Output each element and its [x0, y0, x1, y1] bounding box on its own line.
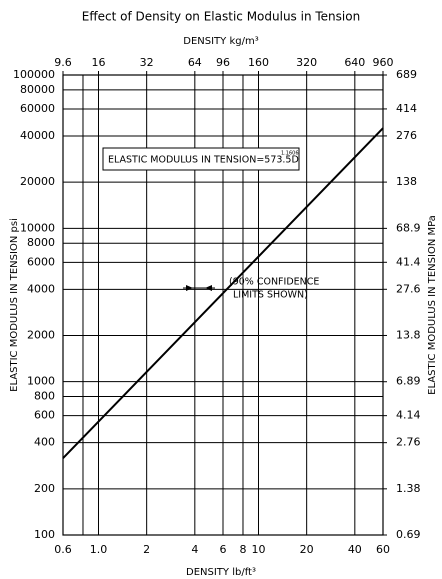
y2-tick-label: 414: [396, 102, 417, 115]
y2-tick-label: 68.9: [396, 221, 421, 234]
x2-tick-label: 16: [91, 56, 105, 69]
y2-tick-label: 276: [396, 129, 417, 142]
x2-tick-label: 9.6: [54, 56, 72, 69]
y2-tick-label: 27.6: [396, 282, 421, 295]
y-tick-label: 4000: [27, 282, 55, 295]
x-tick-label: 8: [239, 543, 246, 556]
y-tick-label: 600: [34, 409, 55, 422]
y-tick-label: 10000: [20, 221, 55, 234]
y2-tick-label: 138: [396, 175, 417, 188]
y-tick-label: 8000: [27, 236, 55, 249]
y-tick-label: 80000: [20, 83, 55, 96]
x-tick-label: 60: [376, 543, 390, 556]
y-tick-label: 1000: [27, 375, 55, 388]
y-tick-label: 400: [34, 436, 55, 449]
y-tick-label: 40000: [20, 129, 55, 142]
y2-tick-label: 1.38: [396, 482, 421, 495]
equation: ELASTIC MODULUS IN TENSION=573.5D: [108, 155, 299, 166]
x-tick-label: 40: [348, 543, 362, 556]
equation-box: [102, 147, 300, 171]
x2-tick-label: 64: [188, 56, 202, 69]
confidence-marker: [183, 285, 215, 291]
x-tick-label: 0.6: [54, 543, 72, 556]
equation-exponent: 1.1606: [281, 151, 299, 157]
x2-tick-label: 320: [296, 56, 317, 69]
y2-tick-label: 6.89: [396, 375, 421, 388]
x2-tick-label: 960: [373, 56, 394, 69]
y2-tick-label: 41.4: [396, 255, 421, 268]
y2-axis-title: ELASTIC MODULUS IN TENSION MPa: [427, 215, 438, 395]
y-tick-label: 100: [34, 528, 55, 541]
confidence-note: LIMITS SHOWN): [233, 290, 308, 301]
data-line: [62, 127, 384, 459]
x-tick-label: 1.0: [90, 543, 108, 556]
x2-axis-title: DENSITY kg/m³: [183, 36, 258, 47]
y-tick-label: 60000: [20, 102, 55, 115]
x2-tick-label: 96: [216, 56, 230, 69]
x2-tick-label: 32: [140, 56, 154, 69]
x-tick-label: 10: [251, 543, 265, 556]
y-tick-label: 20000: [20, 175, 55, 188]
plot-frame: [62, 74, 384, 536]
y2-tick-label: 4.14: [396, 409, 421, 422]
x-tick-label: 2: [143, 543, 150, 556]
y2-tick-label: 0.69: [396, 528, 421, 541]
y-tick-label: 2000: [27, 329, 55, 342]
y-tick-label: 100000: [13, 68, 55, 81]
y-tick-label: 200: [34, 482, 55, 495]
confidence-note: (90% CONFIDENCE: [229, 277, 319, 288]
x-tick-label: 20: [300, 543, 314, 556]
y-tick-label: 6000: [27, 255, 55, 268]
chart-title: Effect of Density on Elastic Modulus in …: [82, 10, 360, 24]
y-axis-title: ELASTIC MODULUS IN TENSION psi: [9, 218, 20, 392]
y2-tick-label: 13.8: [396, 328, 421, 341]
x-axis-title: DENSITY lb/ft³: [186, 567, 256, 578]
x2-tick-label: 160: [248, 56, 269, 69]
x-tick-label: 4: [191, 543, 198, 556]
y-tick-label: 800: [34, 390, 55, 403]
y2-tick-label: 2.76: [396, 436, 421, 449]
x-tick-label: 6: [220, 543, 227, 556]
x2-tick-label: 640: [344, 56, 365, 69]
y2-tick-label: 689: [396, 68, 417, 81]
